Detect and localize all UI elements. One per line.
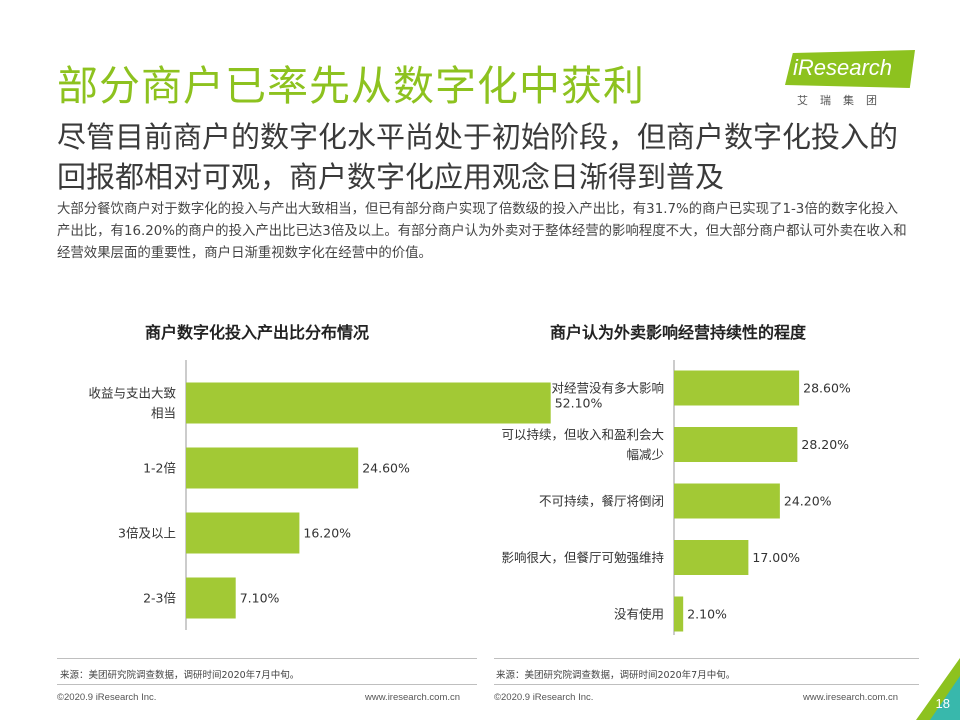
category-label: 没有使用 xyxy=(614,607,664,622)
left-footer-rule xyxy=(57,684,477,685)
bar xyxy=(186,577,236,619)
bar xyxy=(674,596,684,632)
category-label: 可以持续，但收入和盈利会大 xyxy=(501,427,664,442)
page-corner-decoration xyxy=(916,658,960,720)
bar xyxy=(186,382,551,424)
page-title: 部分商户已率先从数字化中获利 xyxy=(57,62,645,110)
right-website: www.iresearch.com.cn xyxy=(803,692,899,703)
page-number: 18 xyxy=(935,696,950,711)
value-label: 52.10% xyxy=(555,396,603,411)
left-source-note: 来源：美团研究院调查数据，调研时间2020年7月中旬。 xyxy=(60,670,300,681)
category-label: 收益与支出大致 xyxy=(88,386,176,401)
right-copyright: ©2020.9 iResearch Inc. xyxy=(494,692,594,703)
category-label: 对经营没有多大影响 xyxy=(551,381,664,396)
logo-text: iResearch xyxy=(793,55,893,80)
right-footer-rule xyxy=(494,684,919,685)
right-divider xyxy=(494,658,919,659)
category-label: 不可持续，餐厅将倒闭 xyxy=(539,494,664,509)
category-label: 幅减少 xyxy=(626,447,664,462)
category-label: 影响很大，但餐厅可勉强维持 xyxy=(501,550,664,565)
bar xyxy=(186,447,359,489)
page-description: 大部分餐饮商户对于数字化的投入与产出大致相当，但已有部分商户实现了倍数级的投入产… xyxy=(57,202,907,261)
iresearch-logo: iResearch 艾瑞集团 xyxy=(785,50,915,110)
category-label: 相当 xyxy=(151,406,176,421)
left-copyright: ©2020.9 iResearch Inc. xyxy=(57,692,157,703)
value-label: 24.20% xyxy=(784,494,832,509)
page-subtitle: 尽管目前商户的数字化水平尚处于初始阶段，但商户数字化投入的回报都相对可观，商户数… xyxy=(57,120,899,194)
left-website: www.iresearch.com.cn xyxy=(365,692,461,703)
value-label: 16.20% xyxy=(303,526,351,541)
right-source-note: 来源：美团研究院调查数据，调研时间2020年7月中旬。 xyxy=(496,670,736,681)
right-chart-title: 商户认为外卖影响经营持续性的程度 xyxy=(550,323,807,342)
bar xyxy=(674,540,749,575)
bar xyxy=(674,483,780,519)
value-label: 24.60% xyxy=(362,461,410,476)
category-label: 3倍及以上 xyxy=(118,526,176,541)
logo-subtext: 艾瑞集团 xyxy=(797,94,889,107)
value-label: 7.10% xyxy=(240,591,280,606)
category-label: 2-3倍 xyxy=(143,591,176,606)
value-label: 28.20% xyxy=(801,437,849,452)
left-divider xyxy=(57,658,477,659)
bar xyxy=(674,370,800,406)
value-label: 2.10% xyxy=(687,607,727,622)
category-label: 1-2倍 xyxy=(143,461,176,476)
bar xyxy=(186,512,300,554)
value-label: 17.00% xyxy=(752,550,800,565)
logo-badge xyxy=(785,50,915,88)
left-chart-title: 商户数字化投入产出比分布情况 xyxy=(145,323,370,342)
value-label: 28.60% xyxy=(803,381,851,396)
bar xyxy=(674,427,798,462)
